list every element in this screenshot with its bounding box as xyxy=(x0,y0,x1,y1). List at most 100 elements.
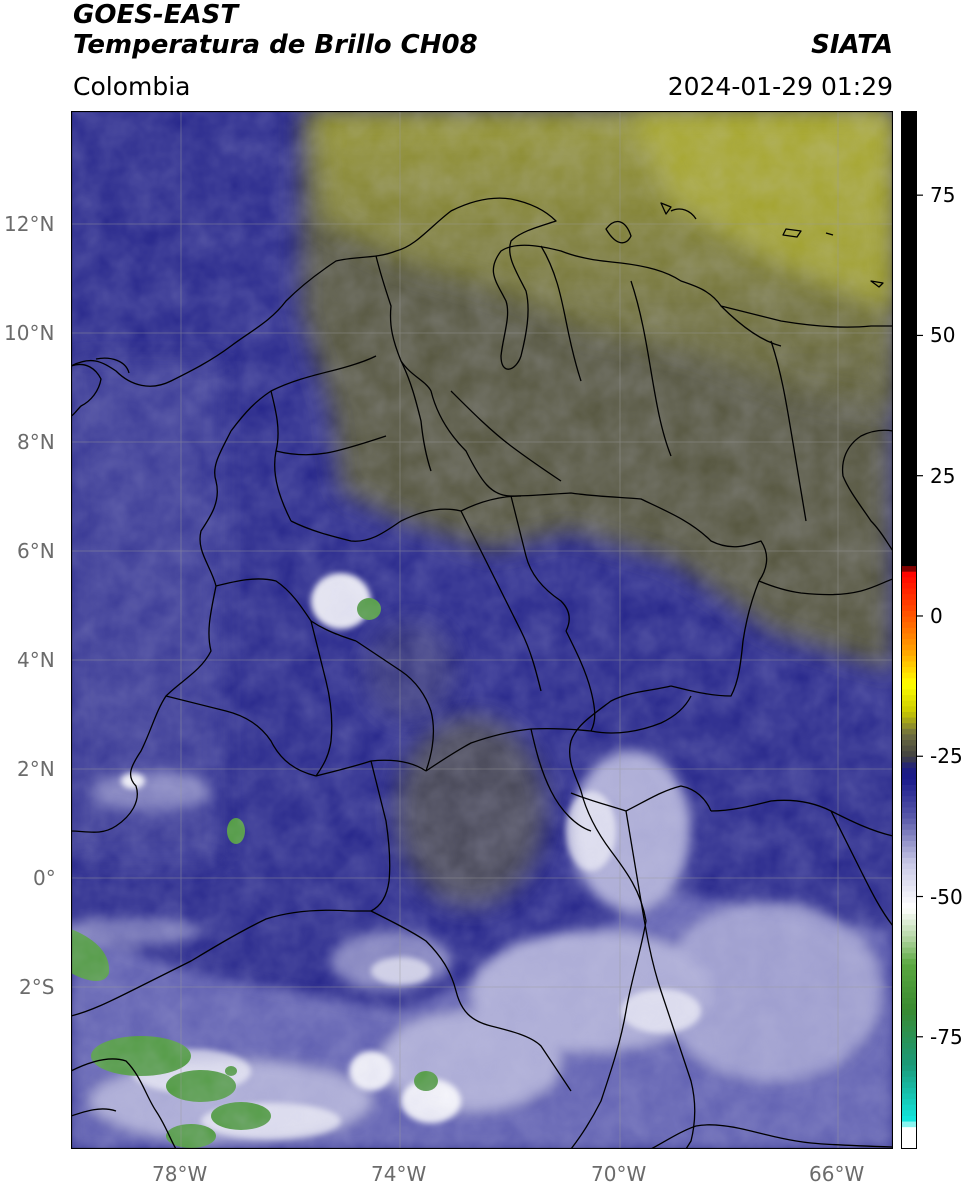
colorbar-label-25: 25 xyxy=(930,463,956,488)
colorbar-strip xyxy=(901,554,917,561)
colorbar-strip xyxy=(901,279,917,286)
colorbar-strip xyxy=(901,660,917,668)
colorbar-strip xyxy=(901,122,917,129)
colorbar-strip xyxy=(901,1092,917,1100)
colorbar-strip xyxy=(901,907,917,914)
colorbar-strip xyxy=(901,436,917,443)
colorbar-strip xyxy=(901,745,917,752)
colorbar-strip xyxy=(901,509,917,516)
colorbar-strip xyxy=(901,941,917,948)
lon-label-74w: 74°W xyxy=(371,1162,427,1186)
colorbar-strip xyxy=(901,812,917,819)
colorbar-strip xyxy=(901,1003,917,1010)
colorbar-strip xyxy=(901,228,917,236)
colorbar-strip xyxy=(901,470,917,477)
colorbar-strip xyxy=(901,172,917,179)
colorbar-strip xyxy=(901,694,917,701)
colorbar-strip xyxy=(901,189,917,196)
colorbar-strip xyxy=(901,486,917,494)
colorbar-strip xyxy=(901,161,917,168)
colorbar-strip xyxy=(901,290,917,297)
colorbar-strip xyxy=(901,969,917,976)
colorbar-strip xyxy=(901,655,917,662)
colorbar-strip xyxy=(901,357,917,365)
colorbar-strip xyxy=(901,632,917,640)
colorbar-strip xyxy=(901,615,917,623)
colorbar-strip xyxy=(901,464,917,471)
lat-label-0: 0° xyxy=(33,866,56,890)
colorbar-strip xyxy=(901,111,917,118)
colorbar-strip xyxy=(901,649,917,656)
lat-label-4n: 4°N xyxy=(17,648,55,672)
colorbar-strip xyxy=(901,296,917,303)
colorbar-strip xyxy=(901,167,917,174)
colorbar-strip xyxy=(901,268,917,275)
colorbar-strip xyxy=(901,683,917,690)
colorbar-strip xyxy=(901,369,917,376)
colorbar-strip xyxy=(901,520,917,527)
colorbar-strip xyxy=(901,1036,917,1043)
colorbar-strip xyxy=(901,178,917,185)
lat-label-2n: 2°N xyxy=(17,757,55,781)
colorbar-strip xyxy=(901,980,917,987)
colorbar-strip xyxy=(901,537,917,544)
colorbar-strip xyxy=(901,890,917,898)
colorbar-strip xyxy=(901,1008,917,1015)
colorbar-strip xyxy=(901,733,917,741)
colorbar-strip xyxy=(901,795,917,802)
colorbar-strip xyxy=(901,1064,917,1072)
colorbar-strip xyxy=(901,408,917,415)
colorbar-strip xyxy=(901,419,917,426)
colorbar-ticks xyxy=(917,194,923,1038)
colorbar-strip xyxy=(901,677,917,684)
colorbar-strip xyxy=(901,565,917,572)
colorbar-strip xyxy=(901,127,917,135)
colorbar-strip xyxy=(901,453,917,460)
colorbar-strip xyxy=(901,1120,917,1128)
colorbar-strip xyxy=(901,425,917,432)
colorbar-label-50: 50 xyxy=(930,323,956,348)
colorbar-strip xyxy=(901,492,917,499)
colorbar-strip xyxy=(901,851,917,858)
region-label: Colombia xyxy=(73,72,191,101)
colorbar-strip xyxy=(901,391,917,398)
colorbar-strip xyxy=(901,301,917,308)
colorbar-strip xyxy=(901,571,917,578)
colorbar-strip xyxy=(901,576,917,583)
colorbar-strip xyxy=(901,1014,917,1021)
colorbar-strip xyxy=(901,593,917,600)
colorbar-strip xyxy=(901,991,917,999)
colorbar-label-minus25: -25 xyxy=(930,744,963,769)
colorbar xyxy=(901,111,917,1149)
colorbar-strip xyxy=(901,1048,917,1055)
colorbar-strip xyxy=(901,559,917,567)
colorbar-strip xyxy=(901,722,917,729)
colorbar-strip xyxy=(901,834,917,841)
colorbar-strip xyxy=(901,352,917,359)
colorbar-strip xyxy=(901,688,917,696)
colorbar-strip xyxy=(901,144,917,151)
colorbar-strip xyxy=(901,913,917,920)
colorbar-strip xyxy=(901,183,917,191)
colorbar-strip xyxy=(901,526,917,533)
lat-label-8n: 8°N xyxy=(17,430,55,454)
colorbar-strip xyxy=(901,638,917,645)
colorbar-label-75: 75 xyxy=(930,183,956,208)
colorbar-strip xyxy=(901,475,917,482)
colorbar-strip xyxy=(901,324,917,331)
colorbar-strip xyxy=(901,548,917,555)
satellite-title: GOES-EAST xyxy=(73,0,239,30)
colorbar-strip xyxy=(901,139,917,146)
colorbar-strip xyxy=(901,846,917,853)
colorbar-strip xyxy=(901,245,917,252)
colorbar-strip xyxy=(901,773,917,780)
colorbar-strip xyxy=(901,801,917,808)
colorbar-strip xyxy=(901,385,917,393)
colorbar-strip xyxy=(901,447,917,454)
colorbar-strip xyxy=(901,885,917,892)
colorbar-strip xyxy=(901,1115,917,1122)
colorbar-strip xyxy=(901,211,917,219)
colorbar-strip xyxy=(901,711,917,718)
colorbar-strip xyxy=(901,240,917,247)
colorbar-strip xyxy=(901,1019,917,1027)
